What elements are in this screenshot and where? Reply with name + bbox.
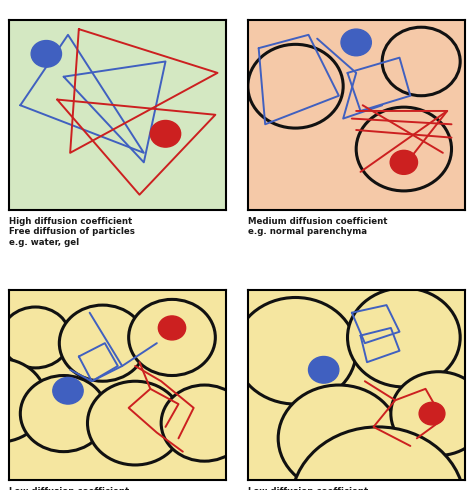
X-axis label: High diffusion coefficient
Free diffusion of particles
e.g. water, gel: High diffusion coefficient Free diffusio…: [9, 217, 136, 246]
Circle shape: [150, 121, 181, 147]
Circle shape: [347, 288, 460, 387]
Circle shape: [161, 385, 248, 461]
Circle shape: [291, 427, 465, 490]
Circle shape: [88, 381, 183, 465]
Circle shape: [158, 316, 186, 340]
Circle shape: [419, 402, 445, 425]
Circle shape: [382, 27, 460, 96]
Circle shape: [31, 41, 62, 67]
Circle shape: [20, 375, 107, 452]
Circle shape: [235, 297, 356, 404]
X-axis label: Low diffusion coefficient
Restricted diffusion due to
swollen cells e.g. infarct: Low diffusion coefficient Restricted dif…: [248, 487, 379, 490]
Circle shape: [53, 377, 83, 404]
X-axis label: Low diffusion coefficient
Restricted diffusion due to
many cells e.g. tumours,
a: Low diffusion coefficient Restricted dif…: [9, 487, 140, 490]
Circle shape: [390, 150, 418, 174]
Circle shape: [278, 385, 400, 490]
Circle shape: [1, 307, 70, 368]
Circle shape: [341, 29, 371, 56]
X-axis label: Medium diffusion coefficient
e.g. normal parenchyma: Medium diffusion coefficient e.g. normal…: [248, 217, 387, 236]
Circle shape: [248, 44, 343, 128]
Circle shape: [0, 358, 46, 442]
Circle shape: [356, 107, 452, 191]
Circle shape: [59, 305, 146, 381]
Circle shape: [309, 357, 339, 383]
Circle shape: [391, 372, 474, 456]
Circle shape: [128, 299, 215, 375]
